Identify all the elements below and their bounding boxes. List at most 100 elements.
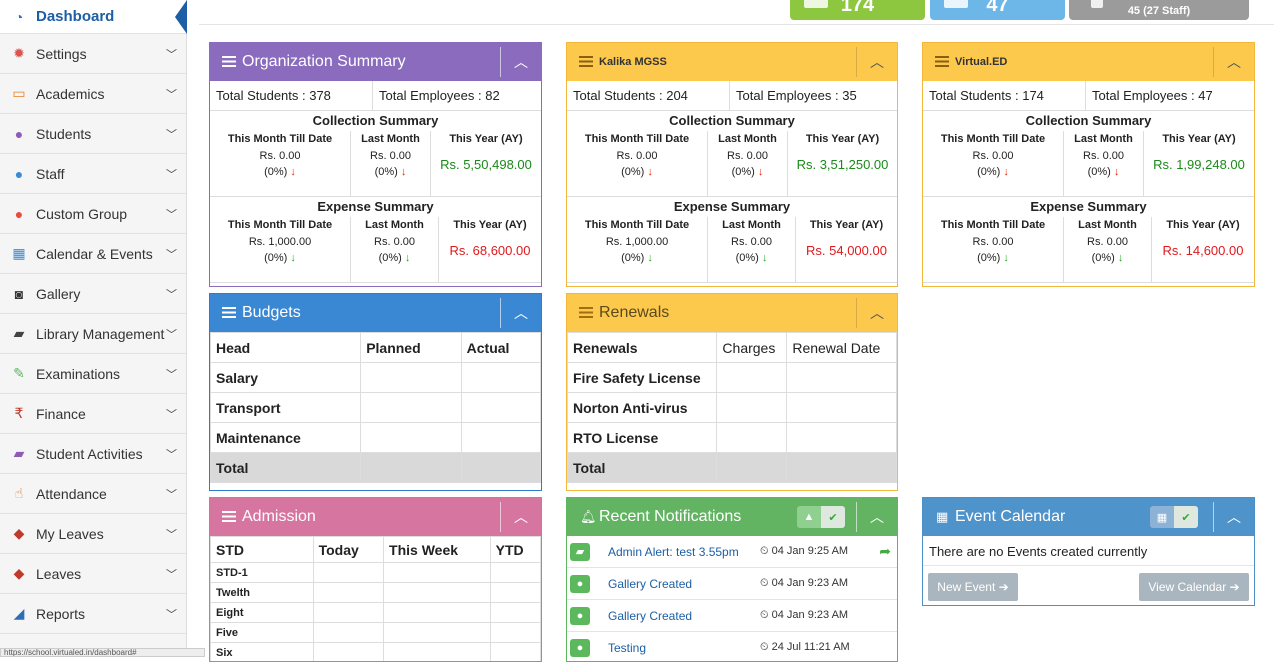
chevron-down-icon: ﹀ [166, 326, 186, 342]
table-row: STD-1 [211, 563, 541, 583]
sidebar-item-dashboard[interactable]: ◔Dashboard [0, 0, 186, 34]
last-month-pct: (0%) [1092, 252, 1115, 264]
notifications-header: 🔔︎ Recent Notifications ▲ ✔ ︿ [567, 498, 897, 536]
table-cell [384, 583, 491, 603]
sidebar-item-label: Students [36, 126, 166, 142]
table-row: Twelth [211, 583, 541, 603]
list-icon [222, 511, 236, 522]
arrow-down-icon: ↓ [1003, 166, 1009, 178]
collapse-button[interactable]: ︿ [500, 47, 541, 77]
org-summary-title: Organization Summary [210, 53, 406, 71]
last-month-value: Rs. 0.00 [1064, 236, 1151, 248]
students-stat-value: 174 [841, 0, 874, 17]
share-icon[interactable]: ➦ [879, 543, 891, 560]
collapse-button[interactable]: ︿ [856, 47, 897, 77]
collapse-button[interactable]: ︿ [856, 502, 897, 532]
total-students: Total Students : 174 [923, 81, 1085, 110]
people-icon [1091, 0, 1103, 8]
new-event-button[interactable]: New Event ➔ [928, 573, 1018, 601]
collection-summary-row: This Month Till Date Rs. 0.00 (0%) ↓ Las… [567, 131, 897, 197]
chevron-down-icon: ﹀ [166, 566, 186, 582]
pencil-icon: ✎ [10, 366, 28, 382]
tag-icon: ◆ [10, 566, 28, 582]
chevron-down-icon: ﹀ [166, 286, 186, 302]
sidebar-item-label: Library Management [36, 326, 166, 342]
expense-summary-title: Expense Summary [567, 197, 897, 217]
column-header: Head [211, 333, 361, 363]
table-cell [313, 623, 383, 643]
employees-stat[interactable]: 47 [930, 0, 1065, 20]
sidebar-item-students[interactable]: ●Students﹀ [0, 114, 186, 154]
last-month-value: Rs. 0.00 [351, 150, 430, 162]
notification-link[interactable]: Admin Alert: test 3.55pm [608, 545, 760, 559]
user-icon: ● [570, 639, 590, 657]
expense-summary-row: This Month Till Date Rs. 0.00 (0%) ↓ Las… [923, 217, 1254, 283]
last-month-label: Last Month [708, 133, 787, 145]
tag-icon: ◆ [10, 526, 28, 542]
event-calendar-header: ▦ Event Calendar ▦ ✔ ︿ [923, 498, 1254, 536]
sidebar-item-label: Settings [36, 46, 166, 62]
last-month-pct: (0%) [736, 252, 759, 264]
this-month-label: This Month Till Date [567, 219, 707, 231]
sidebar-item-attendance[interactable]: ☝Attendance﹀ [0, 474, 186, 514]
last-month-value: Rs. 0.00 [708, 236, 795, 248]
collapse-button[interactable]: ︿ [856, 298, 897, 328]
students-stat[interactable]: 174 [790, 0, 925, 20]
sidebar-item-finance[interactable]: ₹Finance﹀ [0, 394, 186, 434]
this-year-value: Rs. 3,51,250.00 [788, 157, 897, 172]
sidebar-item-library-management[interactable]: ▰Library Management﹀ [0, 314, 186, 354]
column-header: Today [313, 537, 383, 563]
collapse-button[interactable]: ︿ [500, 502, 541, 532]
table-cell [384, 563, 491, 583]
table-cell [717, 393, 787, 423]
sidebar-item-examinations[interactable]: ✎Examinations﹀ [0, 354, 186, 394]
table-cell [490, 643, 540, 662]
this-month-value: Rs. 1,000.00 [567, 236, 707, 248]
check-filter-button[interactable]: ✔ [1174, 506, 1198, 528]
view-calendar-button[interactable]: View Calendar ➔ [1139, 573, 1249, 601]
sidebar-item-custom-group[interactable]: ●Custom Group﹀ [0, 194, 186, 234]
collapse-button[interactable]: ︿ [500, 298, 541, 328]
bell-filter-button[interactable]: ▲ [797, 506, 821, 528]
attendance-stat[interactable]: 45 (27 Staff) [1069, 0, 1249, 20]
sidebar-item-gallery[interactable]: ◙Gallery﹀ [0, 274, 186, 314]
sidebar-item-label: Student Activities [36, 446, 166, 462]
last-month-pct: (0%) [375, 166, 398, 178]
notification-link[interactable]: Testing [608, 641, 760, 655]
sidebar-item-label: Staff [36, 166, 166, 182]
table-cell [361, 453, 461, 483]
table-row: Salary [211, 363, 541, 393]
sidebar-item-my-leaves[interactable]: ◆My Leaves﹀ [0, 514, 186, 554]
notification-item: ● Gallery Created ⏲ 04 Jan 9:23 AM [567, 568, 897, 600]
sidebar-item-calendar-events[interactable]: ▦Calendar & Events﹀ [0, 234, 186, 274]
org-summary-panel: Kalika MGSS ︿ Total Students : 204 Total… [566, 42, 898, 287]
this-month-label: This Month Till Date [923, 133, 1063, 145]
sidebar-item-settings[interactable]: ✹Settings﹀ [0, 34, 186, 74]
user-icon: ● [570, 607, 590, 625]
chevron-down-icon: ﹀ [166, 406, 186, 422]
sidebar-item-reports[interactable]: ◢Reports﹀ [0, 594, 186, 634]
sidebar-item-label: Attendance [36, 486, 166, 502]
chevron-down-icon: ﹀ [166, 86, 186, 102]
notification-link[interactable]: Gallery Created [608, 609, 760, 623]
this-year-label: This Year (AY) [788, 133, 897, 145]
sidebar-item-academics[interactable]: ▭Academics﹀ [0, 74, 186, 114]
hand-icon: ☝ [10, 486, 28, 502]
collapse-button[interactable]: ︿ [1213, 47, 1254, 77]
totals-row: Total Students : 204 Total Employees : 3… [567, 81, 897, 111]
sidebar-item-leaves[interactable]: ◆Leaves﹀ [0, 554, 186, 594]
notification-link[interactable]: Gallery Created [608, 577, 760, 591]
calendar-icon: ▦ [10, 246, 28, 262]
sidebar-item-staff[interactable]: ●Staff﹀ [0, 154, 186, 194]
calendar-check-button[interactable]: ▦ [1150, 506, 1174, 528]
table-cell [717, 423, 787, 453]
table-cell [461, 393, 540, 423]
calendar-icon: ▦ [936, 509, 948, 525]
collapse-button[interactable]: ︿ [1213, 502, 1254, 532]
this-month-label: This Month Till Date [923, 219, 1063, 231]
sidebar-item-student-activities[interactable]: ▰Student Activities﹀ [0, 434, 186, 474]
check-filter-button[interactable]: ✔ [821, 506, 845, 528]
